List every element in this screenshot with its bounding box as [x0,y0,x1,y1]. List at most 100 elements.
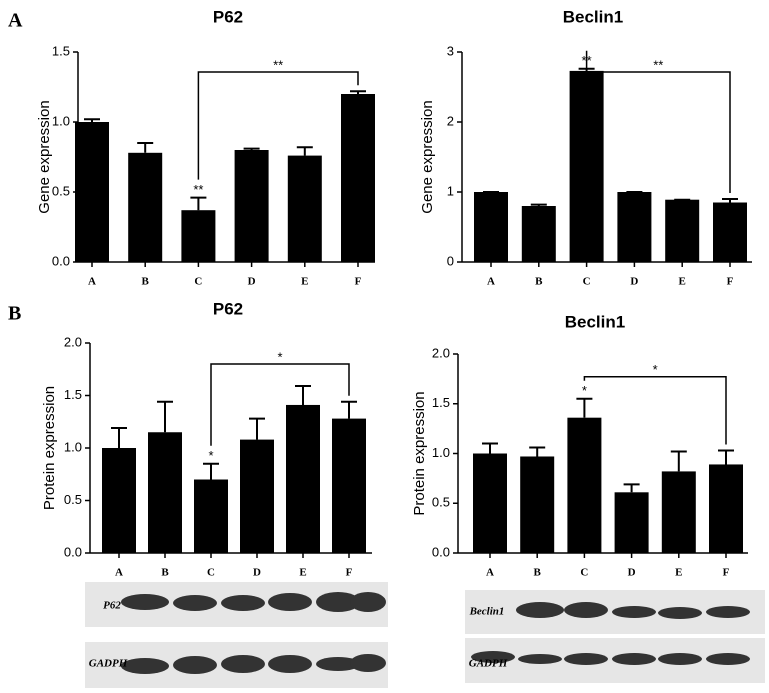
x-tick-label: A [486,567,494,579]
bar [709,464,743,553]
blot-label: P62 [103,600,121,612]
error-bar [623,483,640,493]
x-tick-label: B [534,567,542,579]
bracket [197,71,359,180]
x-tick-label: E [675,567,682,579]
blot-left: P62 GADPH [85,582,388,688]
error-bar [84,118,100,122]
error-bar [111,427,127,448]
annotation: * [208,448,213,463]
x-tick-label: B [142,276,150,288]
x-tick-label: C [580,567,588,579]
x-tick-label: A [487,276,495,288]
blot-label: GADPH [89,658,128,670]
x-tick-label: A [88,276,96,288]
error-bar [670,450,687,472]
error-bar [530,203,547,206]
y-axis-label: Gene expression [36,100,53,213]
bar [614,492,649,553]
x-tick-label: F [723,567,730,579]
error-bar [529,446,546,457]
bar [287,155,322,262]
y-tick-label: 1.5 [432,395,450,410]
bar [240,439,274,553]
bar [181,210,216,262]
y-tick-label: 1.0 [52,113,70,128]
x-tick-label: D [248,276,256,288]
x-tick-label: C [207,567,215,579]
bar [521,206,556,262]
error-bar [203,462,219,480]
error-bar [718,449,734,465]
error-bar [482,442,498,454]
blot-right: Beclin1 GADPH [465,590,765,683]
error-bar [350,90,366,94]
x-tick-label: F [727,276,734,288]
bracket-label: ** [273,57,283,72]
x-tick-label: B [535,276,543,288]
bar [569,70,604,263]
x-tick-label: F [355,276,362,288]
error-bar [190,196,207,211]
bar [102,448,136,553]
chart-title: P62 [213,7,243,26]
y-tick-label: 1.0 [64,439,82,454]
y-tick-label: 2.0 [432,345,450,360]
bar [713,202,747,262]
bar [234,150,269,262]
y-tick-label: 0.5 [52,183,70,198]
error-bar [157,400,173,433]
bands [471,602,750,665]
bar [567,417,602,553]
bar [128,152,163,262]
chart-title: P62 [213,299,243,318]
y-tick-label: 1.5 [52,43,70,58]
y-axis-label: Protein expression [411,391,428,515]
x-tick-label: D [628,567,636,579]
x-tick-label: C [194,276,202,288]
x-tick-label: E [301,276,308,288]
y-tick-label: 3 [447,43,454,58]
x-tick-label: D [630,276,638,288]
bracket [583,376,727,445]
bar [661,471,696,553]
blot-label: Beclin1 [469,606,505,618]
bracket [210,363,350,446]
x-tick-label: C [583,276,591,288]
bracket [585,50,731,193]
bracket-label: ** [653,57,663,72]
chart-title: Beclin1 [565,312,625,331]
bar [520,456,555,553]
bar [332,418,366,553]
error-bar [295,385,311,405]
y-axis-label: Gene expression [419,100,436,213]
error-bar [576,397,593,418]
y-axis-label: Protein expression [41,386,58,510]
panel-label: B [8,303,21,325]
bar [194,479,228,553]
error-bar [137,142,154,153]
annotation: ** [193,182,203,197]
y-tick-label: 2.0 [64,334,82,349]
x-tick-label: B [161,567,169,579]
x-tick-label: D [253,567,261,579]
bar [286,404,320,553]
bar [617,192,652,262]
error-bar [296,146,313,156]
y-tick-label: 0.5 [64,492,82,507]
bar [75,122,109,262]
y-tick-label: 1 [447,183,454,198]
bar [474,192,508,262]
error-bar [722,198,738,203]
y-tick-label: 0.0 [52,253,70,268]
bar [148,432,182,553]
y-tick-label: 0.0 [432,544,450,559]
x-tick-label: E [299,567,306,579]
panel-label: A [8,10,23,32]
blot-label: GADPH [469,658,508,670]
x-tick-label: F [346,567,353,579]
error-bar [249,417,265,440]
error-bar [341,400,357,419]
x-tick-label: E [679,276,686,288]
